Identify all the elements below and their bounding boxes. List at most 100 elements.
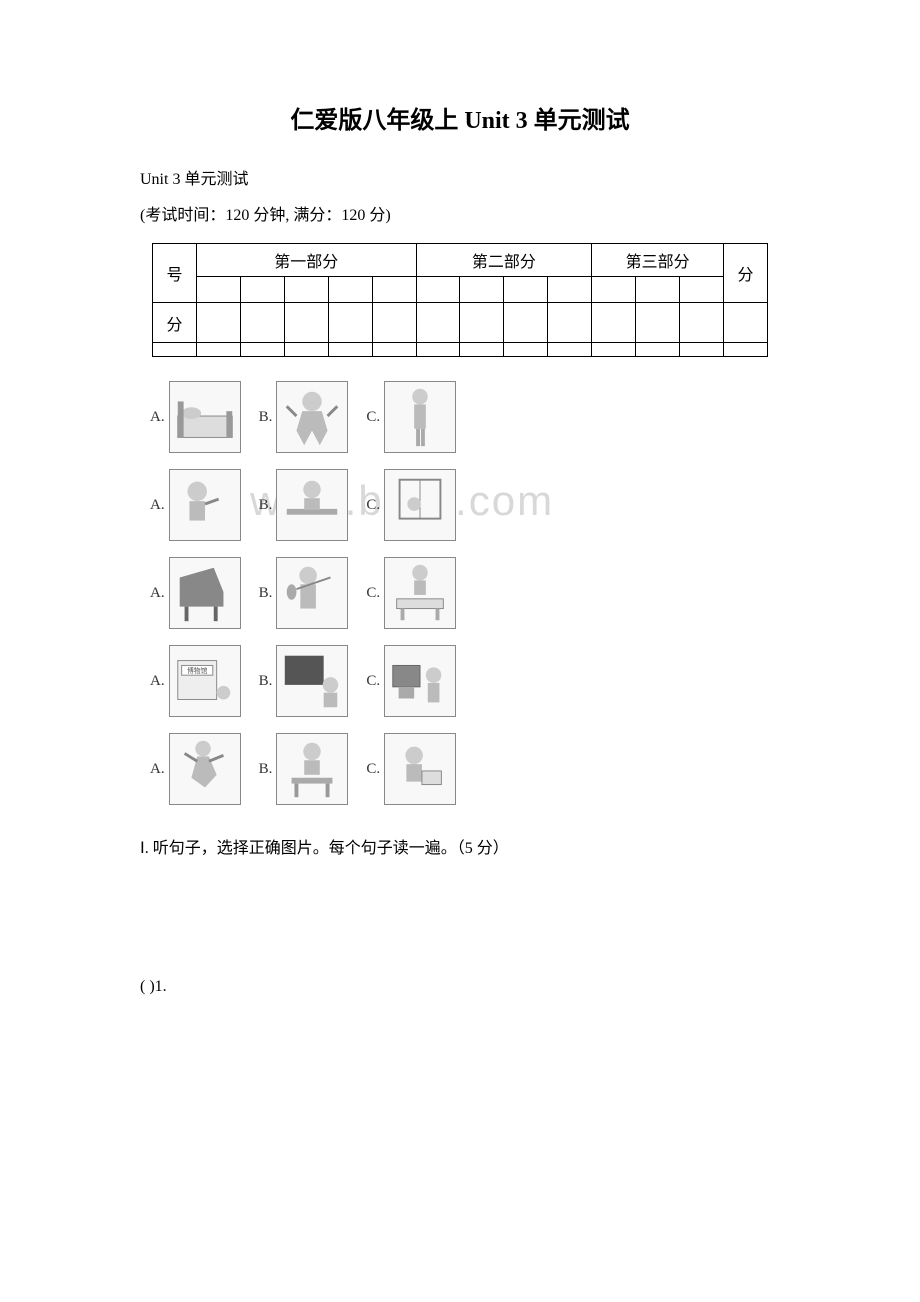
image-4b-movie <box>276 645 348 717</box>
table-empty-cell <box>328 343 372 357</box>
image-cell: A. <box>150 557 241 629</box>
table-score-cell <box>460 303 504 343</box>
image-cell: B. <box>259 645 349 717</box>
score-table: 号 第一部分 第二部分 第三部分 分 分 <box>152 243 768 357</box>
instruction: Ⅰ. 听句子，选择正确图片。每个句子读一遍。（5 分） <box>140 834 820 858</box>
image-cell: C. <box>366 733 456 805</box>
image-5b-desk-girl <box>276 733 348 805</box>
image-5a-dancing <box>169 733 241 805</box>
image-label-c: C. <box>366 409 380 426</box>
image-label-b: B. <box>259 497 273 514</box>
page-title: 仁爱版八年级上 Unit 3 单元测试 <box>100 100 820 135</box>
image-cell: A. 博物馆 <box>150 645 241 717</box>
table-cell-label-1: 号 <box>153 244 197 303</box>
table-score-cell <box>680 303 724 343</box>
table-last-row <box>153 343 768 357</box>
table-score-cell <box>636 303 680 343</box>
table-empty-cell <box>548 343 592 357</box>
table-subcell <box>416 277 460 303</box>
table-subcell <box>240 277 284 303</box>
image-label-a: A. <box>150 585 165 602</box>
table-cell-part1: 第一部分 <box>196 244 416 277</box>
table-score-cell <box>196 303 240 343</box>
image-label-c: C. <box>366 585 380 602</box>
svg-text:博物馆: 博物馆 <box>187 666 208 675</box>
image-1b-person <box>276 381 348 453</box>
image-label-b: B. <box>259 673 273 690</box>
table-score-cell <box>723 303 767 343</box>
table-subcell <box>196 277 240 303</box>
table-score-cell <box>592 303 636 343</box>
image-label-b: B. <box>259 409 273 426</box>
image-cell: B. <box>259 557 349 629</box>
image-5c-reading <box>384 733 456 805</box>
image-label-a: A. <box>150 409 165 426</box>
image-2b-desk <box>276 469 348 541</box>
image-label-a: A. <box>150 497 165 514</box>
image-cell: A. <box>150 381 241 453</box>
table-empty-cell <box>636 343 680 357</box>
image-cell: A. <box>150 469 241 541</box>
table-empty-cell <box>592 343 636 357</box>
image-row-5: A. B. C. <box>150 729 820 809</box>
table-score-cell <box>504 303 548 343</box>
exam-info: (考试时间：120 分钟, 满分：120 分) <box>140 201 820 225</box>
table-cell-total: 分 <box>723 244 767 303</box>
image-row-3: A. B. C. <box>150 553 820 633</box>
image-cell: B. <box>259 469 349 541</box>
table-subcell <box>548 277 592 303</box>
image-cell: B. <box>259 733 349 805</box>
table-empty-cell <box>284 343 328 357</box>
table-empty-cell <box>680 343 724 357</box>
images-container: www.bdcx.com A. B. C. A. <box>150 377 820 809</box>
table-subcell <box>636 277 680 303</box>
image-label-a: A. <box>150 761 165 778</box>
table-empty-cell <box>416 343 460 357</box>
table-subcell <box>504 277 548 303</box>
image-3a-piano <box>169 557 241 629</box>
image-label-c: C. <box>366 497 380 514</box>
image-1a-bed <box>169 381 241 453</box>
table-empty-cell <box>372 343 416 357</box>
table-score-cell <box>372 303 416 343</box>
image-row-1: A. B. C. <box>150 377 820 457</box>
image-3c-keyboard <box>384 557 456 629</box>
table-subcell <box>680 277 724 303</box>
image-label-b: B. <box>259 585 273 602</box>
table-subcell <box>372 277 416 303</box>
table-score-cell <box>416 303 460 343</box>
table-empty-cell <box>240 343 284 357</box>
table-score-cell <box>548 303 592 343</box>
image-1c-standing <box>384 381 456 453</box>
table-score-cell <box>328 303 372 343</box>
image-row-4: A. 博物馆 B. C. <box>150 641 820 721</box>
table-header-row: 号 第一部分 第二部分 第三部分 分 <box>153 244 768 277</box>
image-label-c: C. <box>366 761 380 778</box>
image-3b-violin <box>276 557 348 629</box>
image-cell: C. <box>366 469 456 541</box>
image-row-2: A. B. C. <box>150 465 820 545</box>
table-score-row: 分 <box>153 303 768 343</box>
table-empty-cell <box>196 343 240 357</box>
image-cell: B. <box>259 381 349 453</box>
table-subcell <box>460 277 504 303</box>
table-sub-row <box>153 277 768 303</box>
table-empty-cell <box>153 343 197 357</box>
image-cell: C. <box>366 645 456 717</box>
image-4a-museum: 博物馆 <box>169 645 241 717</box>
table-subcell <box>592 277 636 303</box>
table-empty-cell <box>460 343 504 357</box>
table-score-cell <box>240 303 284 343</box>
table-empty-cell <box>504 343 548 357</box>
question-1: ( )1. <box>140 978 820 996</box>
subtitle: Unit 3 单元测试 <box>140 165 820 189</box>
image-4c-tv <box>384 645 456 717</box>
image-label-c: C. <box>366 673 380 690</box>
image-cell: C. <box>366 381 456 453</box>
table-empty-cell <box>723 343 767 357</box>
table-score-cell <box>284 303 328 343</box>
image-2a-girl <box>169 469 241 541</box>
table-cell-part2: 第二部分 <box>416 244 592 277</box>
image-label-b: B. <box>259 761 273 778</box>
table-subcell <box>284 277 328 303</box>
